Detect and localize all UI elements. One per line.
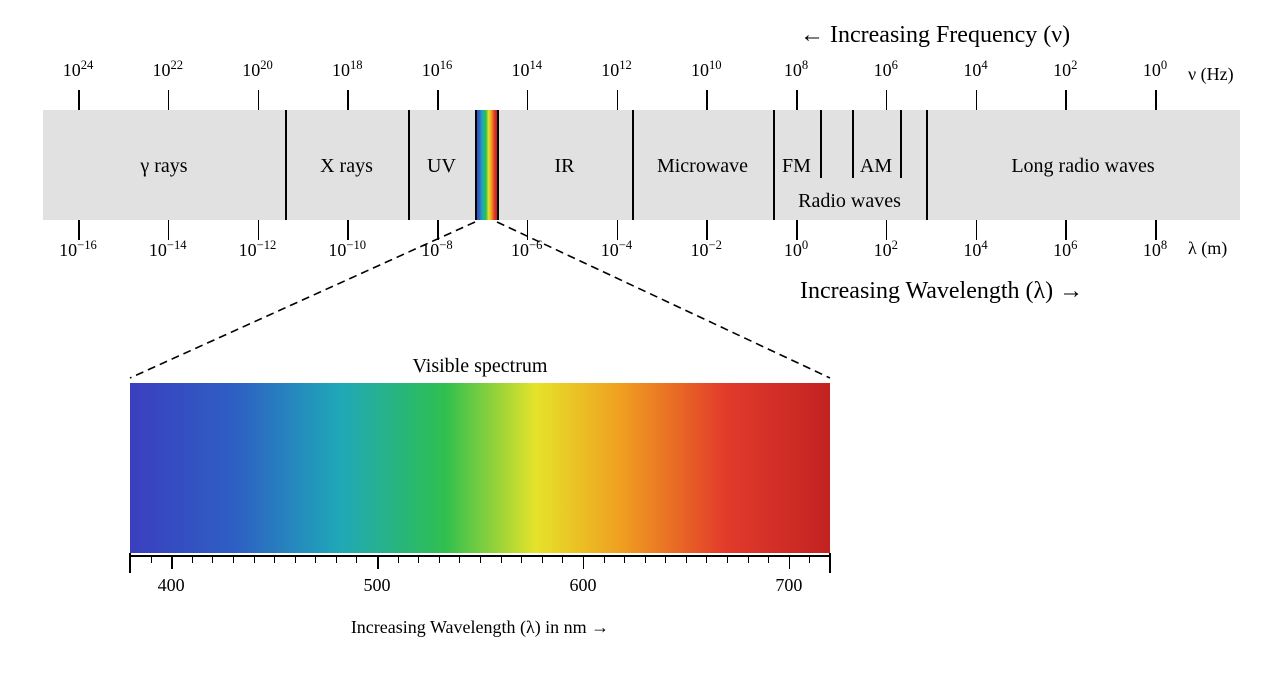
visible-tick-major [377, 555, 379, 569]
visible-tick-minor [254, 555, 255, 563]
visible-tick-minor [130, 555, 131, 563]
visible-tick-minor [727, 555, 728, 563]
em-spectrum-diagram: ← Increasing Frequency (ν) 1024102210201… [0, 0, 1280, 685]
visible-tick-minor [212, 555, 213, 563]
visible-tick-minor [459, 555, 460, 563]
visible-tick-minor [501, 555, 502, 563]
visible-tick-minor [356, 555, 357, 563]
visible-tick-label: 700 [764, 575, 814, 596]
visible-tick-minor [830, 555, 831, 563]
visible-tick-minor [562, 555, 563, 563]
visible-tick-minor [439, 555, 440, 563]
visible-tick-label: 500 [352, 575, 402, 596]
visible-tick-minor [645, 555, 646, 563]
visible-tick-label: 400 [146, 575, 196, 596]
visible-axis-ticks: 400 500 600 700 [0, 0, 1280, 620]
visible-tick-minor [151, 555, 152, 563]
visible-tick-minor [748, 555, 749, 563]
visible-tick-minor [521, 555, 522, 563]
visible-tick-minor [295, 555, 296, 563]
visible-tick-minor [418, 555, 419, 563]
visible-tick-minor [480, 555, 481, 563]
visible-tick-minor [336, 555, 337, 563]
visible-tick-minor [604, 555, 605, 563]
visible-tick-minor [809, 555, 810, 563]
visible-tick-minor [706, 555, 707, 563]
visible-tick-minor [315, 555, 316, 563]
visible-tick-minor [768, 555, 769, 563]
visible-tick-label: 600 [558, 575, 608, 596]
visible-tick-major [171, 555, 173, 569]
visible-tick-minor [192, 555, 193, 563]
visible-tick-major [789, 555, 791, 569]
visible-tick-minor [624, 555, 625, 563]
visible-tick-minor [665, 555, 666, 563]
visible-tick-major [583, 555, 585, 569]
visible-tick-minor [398, 555, 399, 563]
visible-tick-minor [542, 555, 543, 563]
visible-tick-minor [274, 555, 275, 563]
visible-caption: Increasing Wavelength (λ) in nm → [130, 617, 830, 638]
visible-tick-minor [233, 555, 234, 563]
visible-tick-minor [686, 555, 687, 563]
